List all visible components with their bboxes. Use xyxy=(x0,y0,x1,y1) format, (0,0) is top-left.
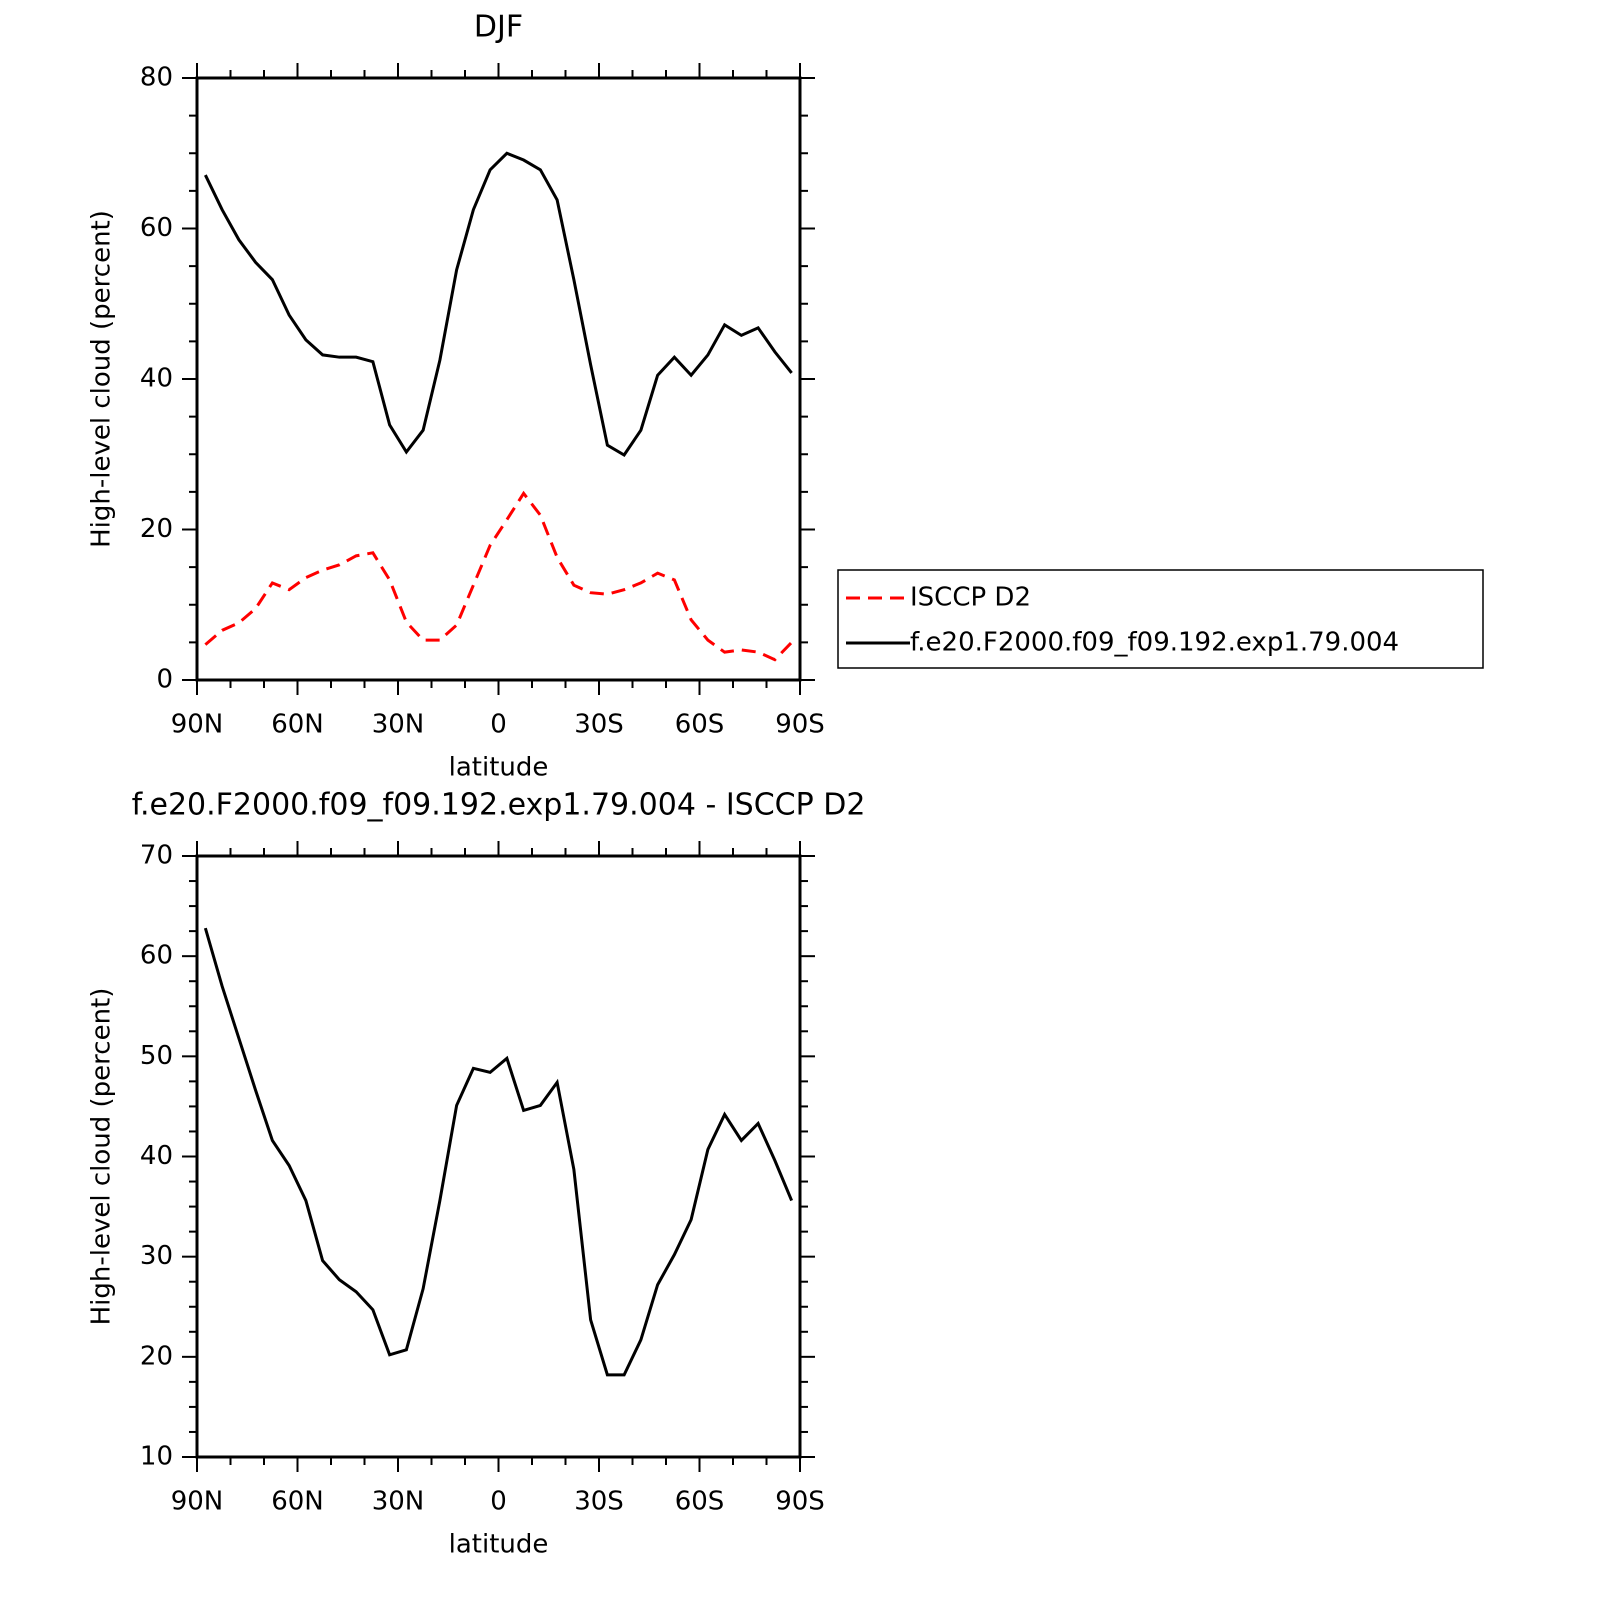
x-axis-label: latitude xyxy=(449,1530,549,1560)
data-line xyxy=(204,490,793,662)
y-tick-label: 0 xyxy=(156,665,173,695)
chart-title: DJF xyxy=(474,10,523,45)
x-tick-label: 90S xyxy=(775,1487,825,1517)
y-axis-label: High-level cloud (percent) xyxy=(87,988,117,1326)
y-tick-label: 50 xyxy=(140,1041,173,1071)
legend-box xyxy=(837,569,1484,669)
legend-label: ISCCP D2 xyxy=(910,583,1031,613)
data-line xyxy=(204,151,793,458)
plot-frame xyxy=(195,854,802,1459)
chart-title: f.e20.F2000.f09_f09.192.exp1.79.004 - IS… xyxy=(132,788,866,823)
y-tick-label: 10 xyxy=(140,1442,173,1472)
x-axis-label: latitude xyxy=(449,753,549,783)
x-tick-label: 60S xyxy=(675,710,725,740)
legend-label: f.e20.F2000.f09_f09.192.exp1.79.004 xyxy=(910,628,1399,658)
y-tick-label: 20 xyxy=(140,1341,173,1371)
x-tick-label: 0 xyxy=(490,710,507,740)
x-tick-label: 30N xyxy=(372,1487,425,1517)
x-tick-label: 60N xyxy=(271,710,324,740)
y-tick-label: 60 xyxy=(140,213,173,243)
x-tick-label: 90N xyxy=(171,1487,224,1517)
data-line xyxy=(203,927,794,1377)
x-tick-label: 30N xyxy=(372,710,425,740)
y-tick-label: 70 xyxy=(140,841,173,871)
y-tick-label: 80 xyxy=(140,63,173,93)
x-tick-label: 30S xyxy=(574,1487,624,1517)
y-tick-label: 20 xyxy=(140,514,173,544)
y-tick-label: 60 xyxy=(140,941,173,971)
x-tick-label: 90S xyxy=(775,710,825,740)
y-tick-label: 40 xyxy=(140,364,173,394)
y-tick-label: 40 xyxy=(140,1141,173,1171)
x-tick-label: 90N xyxy=(171,710,224,740)
x-tick-label: 60S xyxy=(675,1487,725,1517)
x-tick-label: 0 xyxy=(490,1487,507,1517)
x-tick-label: 30S xyxy=(574,710,624,740)
y-axis-label: High-level cloud (percent) xyxy=(87,210,117,548)
plot-frame xyxy=(195,76,802,682)
y-tick-label: 30 xyxy=(140,1241,173,1271)
x-tick-label: 60N xyxy=(271,1487,324,1517)
